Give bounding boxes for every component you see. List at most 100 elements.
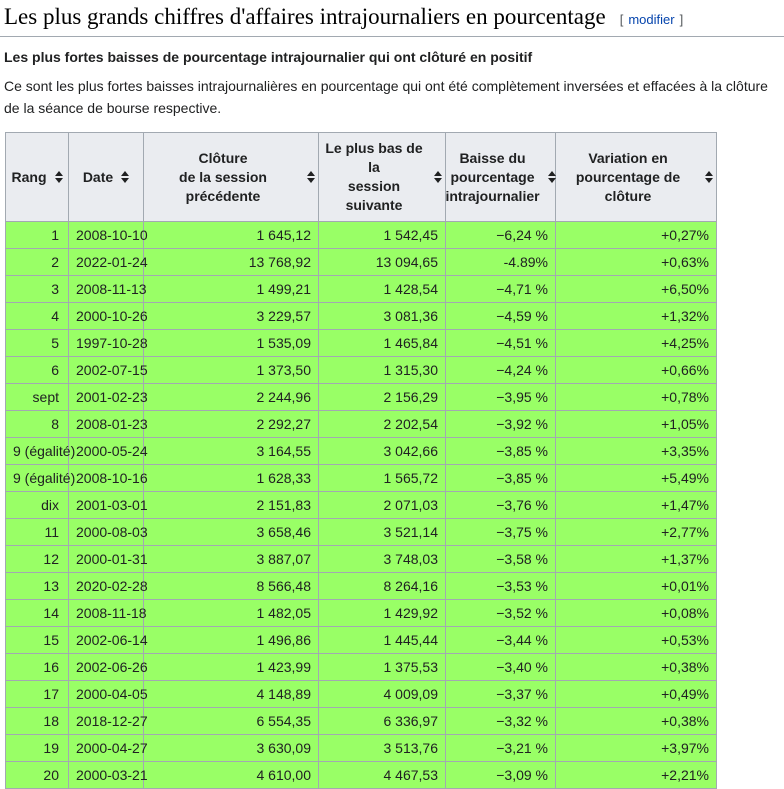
cell-rank: 20: [5, 761, 69, 789]
cell-date: 2022-01-24: [68, 248, 148, 276]
cell-date: 2001-03-01: [68, 491, 148, 519]
cell-session-low: 1 315,30: [318, 356, 446, 384]
cell-previous-close: 1 496,86: [143, 626, 319, 654]
column-header-previous-close[interactable]: Clôture de la session précédente: [143, 132, 319, 222]
cell-intraday-drop: −3,92 %: [445, 410, 556, 438]
cell-date: 2018-12-27: [68, 707, 148, 735]
cell-intraday-drop: −3,44 %: [445, 626, 556, 654]
cell-rank: 18: [5, 707, 69, 735]
cell-date: 1997-10-28: [68, 329, 148, 357]
cell-previous-close: 3 887,07: [143, 545, 319, 573]
cell-previous-close: 1 373,50: [143, 356, 319, 384]
cell-closing-variation: +1,32%: [555, 302, 717, 330]
cell-previous-close: 13 768,92: [143, 248, 319, 276]
cell-date: 2000-03-21: [68, 761, 148, 789]
cell-rank: 9 (égalité): [5, 464, 75, 492]
cell-date: 2002-06-26: [68, 653, 148, 681]
table-body: 1 2008-10-10 1 645,12 1 542,45 −6,24 % +…: [5, 221, 717, 789]
cell-date: 2008-11-18: [68, 599, 147, 627]
cell-intraday-drop: −3,85 %: [445, 464, 556, 492]
cell-date: 2020-02-28: [68, 572, 148, 600]
cell-closing-variation: +4,25%: [555, 329, 717, 357]
cell-session-low: 2 156,29: [318, 383, 446, 411]
cell-rank: sept: [5, 383, 69, 411]
column-header-rank[interactable]: Rang: [5, 132, 69, 222]
cell-rank: 2: [5, 248, 69, 276]
section-description: Ce sont les plus fortes baisses intrajou…: [4, 78, 768, 116]
table-row: 11 2000-08-03 3 658,46 3 521,14 −3,75 % …: [5, 518, 717, 546]
column-header-closing-variation[interactable]: Variation en pourcentage de clôture: [555, 132, 717, 222]
cell-date: 2000-01-31: [68, 545, 148, 573]
cell-session-low: 3 748,03: [318, 545, 446, 573]
cell-rank: 11: [5, 518, 69, 546]
cell-closing-variation: +1,05%: [555, 410, 717, 438]
table-row: 1 2008-10-10 1 645,12 1 542,45 −6,24 % +…: [5, 221, 717, 249]
edit-link[interactable]: modifier: [628, 12, 675, 27]
cell-date: 2008-10-10: [68, 221, 148, 249]
cell-date: 2008-10-16: [68, 464, 148, 492]
table-row: 18 2018-12-27 6 554,35 6 336,97 −3,32 % …: [5, 707, 717, 735]
table-row: 12 2000-01-31 3 887,07 3 748,03 −3,58 % …: [5, 545, 717, 573]
cell-session-low: 1 428,54: [318, 275, 446, 303]
table-header-row: Rang Date Clôture de la session précéden…: [5, 132, 717, 222]
table-row: 5 1997-10-28 1 535,09 1 465,84 −4,51 % +…: [5, 329, 717, 357]
cell-closing-variation: +2,77%: [555, 518, 717, 546]
cell-session-low: 1 445,44: [318, 626, 446, 654]
cell-intraday-drop: −3,75 %: [445, 518, 556, 546]
column-header-session-low[interactable]: Le plus bas de la session suivante: [318, 132, 446, 222]
column-header-label: Le plus bas de la session suivante: [325, 140, 423, 213]
cell-date: 2008-01-23: [68, 410, 148, 438]
column-header-label: Clôture de la session précédente: [179, 149, 267, 204]
cell-intraday-drop: −6,24 %: [445, 221, 556, 249]
table-row: 15 2002-06-14 1 496,86 1 445,44 −3,44 % …: [5, 626, 717, 654]
cell-intraday-drop: −4,71 %: [445, 275, 556, 303]
cell-date: 2008-11-13: [68, 275, 147, 303]
cell-date: 2000-10-26: [68, 302, 148, 330]
edit-bracket-open: [: [619, 12, 624, 27]
cell-intraday-drop: -4.89%: [445, 248, 556, 276]
cell-rank: 13: [5, 572, 69, 600]
cell-intraday-drop: −3,95 %: [445, 383, 556, 411]
sort-icon: [307, 171, 315, 183]
table-row: 6 2002-07-15 1 373,50 1 315,30 −4,24 % +…: [5, 356, 717, 384]
cell-rank: 17: [5, 680, 69, 708]
cell-intraday-drop: −3,58 %: [445, 545, 556, 573]
column-header-label: Variation en pourcentage de clôture: [575, 149, 681, 204]
sort-icon: [705, 171, 713, 183]
column-header-date[interactable]: Date: [68, 132, 144, 222]
cell-previous-close: 4 148,89: [143, 680, 319, 708]
cell-previous-close: 1 423,99: [143, 653, 319, 681]
table-row: 2 2022-01-24 13 768,92 13 094,65 -4.89% …: [5, 248, 717, 276]
cell-rank: 3: [5, 275, 69, 303]
cell-previous-close: 2 292,27: [143, 410, 319, 438]
cell-rank: 1: [5, 221, 69, 249]
cell-session-low: 2 071,03: [318, 491, 446, 519]
column-header-intraday-drop[interactable]: Baisse du pourcentage intrajournalier: [445, 132, 556, 222]
cell-session-low: 6 336,97: [318, 707, 446, 735]
cell-previous-close: 6 554,35: [143, 707, 319, 735]
cell-previous-close: 1 499,21: [143, 275, 319, 303]
table-row: 13 2020-02-28 8 566,48 8 264,16 −3,53 % …: [5, 572, 717, 600]
cell-rank: 6: [5, 356, 69, 384]
cell-previous-close: 4 610,00: [143, 761, 319, 789]
cell-session-low: 3 042,66: [318, 437, 446, 465]
sort-icon: [54, 171, 63, 183]
cell-closing-variation: +0,38%: [555, 707, 717, 735]
cell-closing-variation: +0,78%: [555, 383, 717, 411]
sort-icon: [121, 171, 130, 183]
cell-session-low: 1 565,72: [318, 464, 446, 492]
cell-intraday-drop: −4,59 %: [445, 302, 556, 330]
table-row: 17 2000-04-05 4 148,89 4 009,09 −3,37 % …: [5, 680, 717, 708]
data-table: Rang Date Clôture de la session précéden…: [5, 132, 717, 789]
cell-rank: 12: [5, 545, 69, 573]
cell-closing-variation: +0,53%: [555, 626, 717, 654]
cell-closing-variation: +1,37%: [555, 545, 717, 573]
cell-intraday-drop: −4,51 %: [445, 329, 556, 357]
cell-date: 2000-05-24: [68, 437, 148, 465]
table-row: 20 2000-03-21 4 610,00 4 467,53 −3,09 % …: [5, 761, 717, 789]
edit-section: [ modifier ]: [620, 12, 684, 27]
cell-previous-close: 3 164,55: [143, 437, 319, 465]
cell-closing-variation: +0,63%: [555, 248, 717, 276]
cell-session-low: 1 375,53: [318, 653, 446, 681]
column-header-label: Date: [82, 168, 114, 185]
